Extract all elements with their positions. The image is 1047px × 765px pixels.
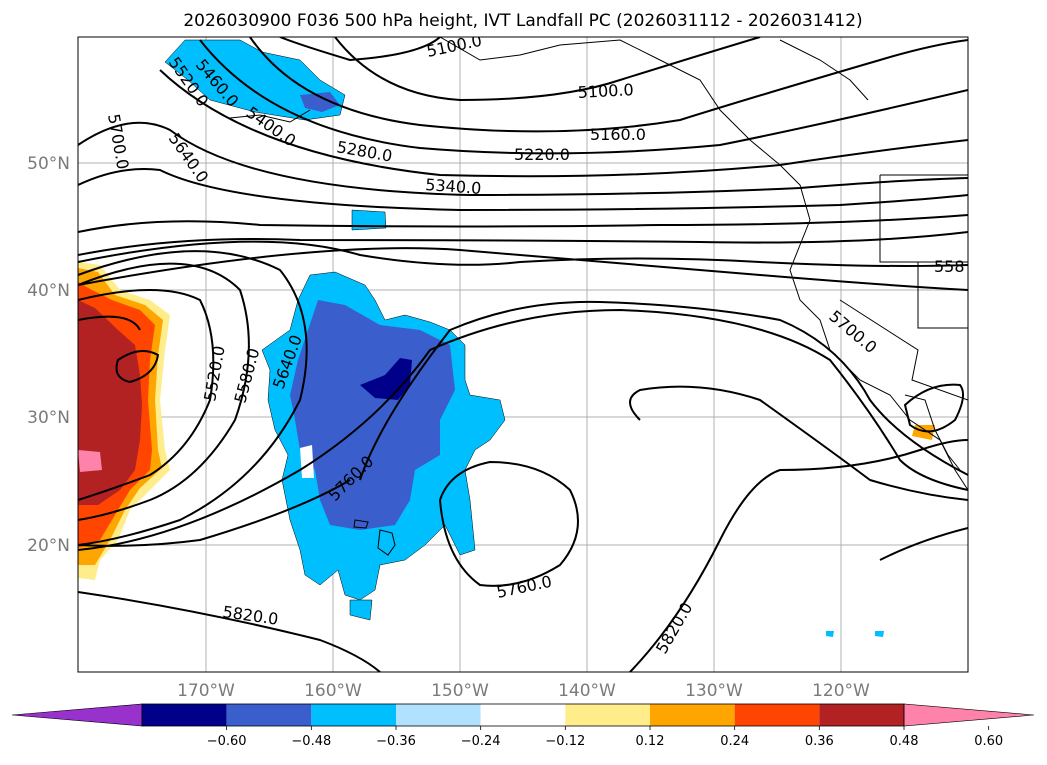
colorbar-tick-label: 0.12 (636, 734, 665, 749)
lon-label: 120°W (812, 681, 870, 701)
lon-label: 150°W (431, 681, 489, 701)
lat-label: 30°N (27, 408, 70, 428)
map-area: 5100.0 5100.0 5160.0 5220.0 5280.0 5340.… (78, 31, 968, 672)
contour-label: 5100.0 (425, 31, 484, 61)
latitude-labels: 50°N 40°N 30°N 20°N (27, 154, 70, 556)
colorbar-segment (819, 704, 904, 726)
contour-label: 5160.0 (590, 125, 646, 144)
colorbar-tick-label: −0.36 (376, 734, 416, 749)
contour-label: 5100.0 (577, 80, 634, 102)
colorbar-segment (565, 704, 650, 726)
contour-label: 5280.0 (335, 137, 393, 165)
longitude-labels: 170°W 160°W 150°W 140°W 130°W 120°W (177, 681, 870, 701)
colorbar-segment (480, 704, 566, 726)
lon-label: 170°W (177, 681, 235, 701)
contour-label: 5820.0 (652, 599, 696, 657)
gridlines (78, 37, 968, 672)
lat-label: 40°N (27, 281, 70, 301)
colorbar-tick-label: −0.24 (461, 734, 501, 749)
colorbar-segment (396, 704, 481, 726)
colorbar-tick-label: −0.12 (545, 734, 585, 749)
ivt-shading (78, 39, 935, 637)
colorbar: −0.60 −0.48 −0.36 −0.24 −0.12 0.12 0.24 0.36 0.4… (11, 703, 1035, 749)
colorbar-tick-label: −0.48 (291, 734, 331, 749)
contour-label: 5580.0 (231, 346, 264, 405)
contour-labels: 5100.0 5100.0 5160.0 5220.0 5280.0 5340.… (104, 31, 965, 657)
colorbar-tick-label: −0.60 (207, 734, 247, 749)
colorbar-tick-label: 0.60 (974, 734, 1003, 749)
contour-label: 5520.0 (200, 344, 228, 402)
colorbar-tick-label: 0.48 (890, 734, 919, 749)
contour-label: 558 (934, 257, 965, 276)
lon-label: 130°W (685, 681, 743, 701)
contour-label: 5340.0 (425, 175, 482, 198)
contour-label: 5640.0 (165, 129, 213, 186)
colorbar-extension-low (11, 703, 143, 727)
lon-label: 140°W (558, 681, 616, 701)
map-frame (77, 36, 969, 673)
contour-label: 5220.0 (514, 145, 570, 164)
contour-label: 5700.0 (825, 307, 880, 358)
colorbar-outline (141, 703, 905, 727)
figure-title: 2026030900 F036 500 hPa height, IVT Land… (183, 11, 862, 31)
contour-label: 5760.0 (495, 572, 554, 602)
lat-label: 20°N (27, 536, 70, 556)
height-contours (78, 37, 968, 672)
lat-label: 50°N (27, 154, 70, 174)
colorbar-segment (142, 704, 227, 726)
contour-label: 5700.0 (104, 112, 132, 170)
colorbar-segment (226, 704, 312, 726)
lon-label: 160°W (304, 681, 362, 701)
colorbar-segment (650, 704, 735, 726)
colorbar-segment (734, 704, 820, 726)
colorbar-tick-label: 0.36 (805, 734, 834, 749)
colorbar-extension-high (903, 703, 1035, 727)
colorbar-tick-label: 0.24 (720, 734, 749, 749)
contour-label: 5820.0 (221, 602, 279, 629)
colorbar-segment (311, 704, 396, 726)
